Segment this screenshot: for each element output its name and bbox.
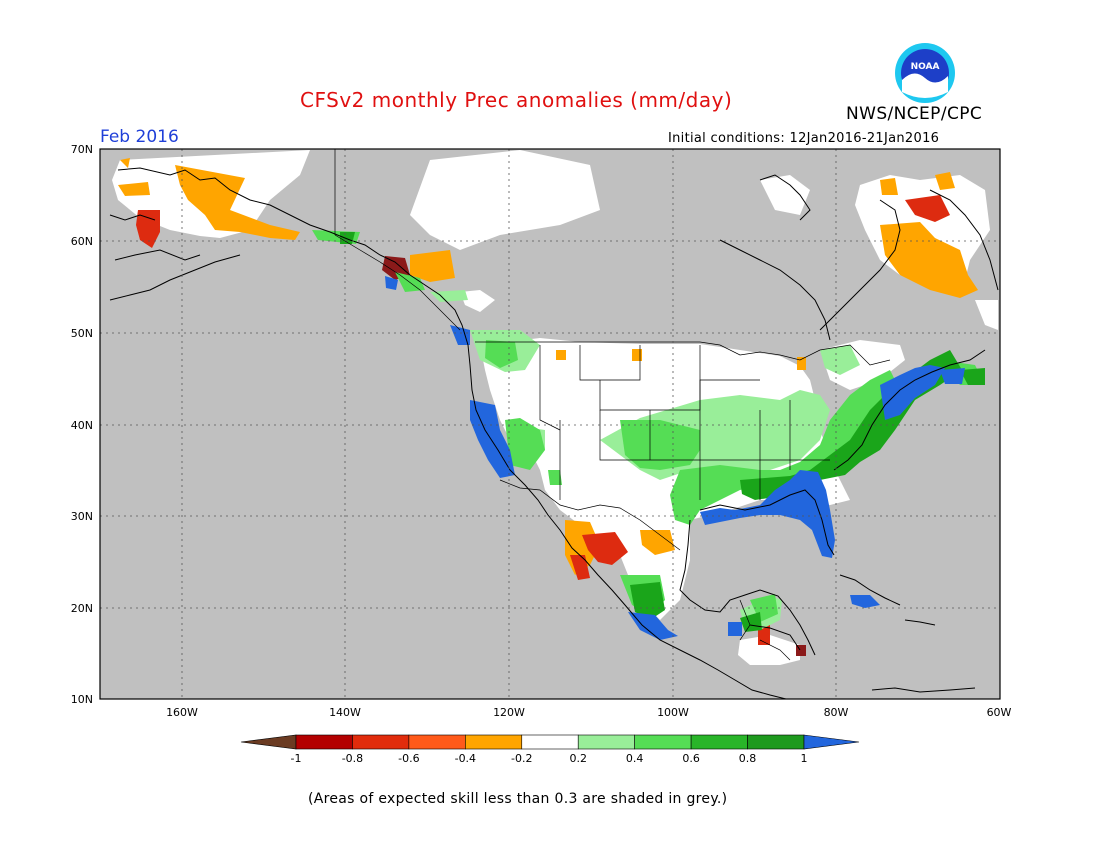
latitude-labels: 70N 60N 50N 40N 30N 20N 10N <box>71 143 93 706</box>
colorbar-label: 0.8 <box>739 752 757 765</box>
lat-label: 70N <box>71 143 93 156</box>
lon-label: 160W <box>166 706 198 719</box>
skill-footnote: (Areas of expected skill less than 0.3 a… <box>308 791 728 807</box>
graticule <box>100 149 1000 699</box>
colorbar-swatch <box>408 734 466 750</box>
wet-heavy-areas <box>385 276 965 640</box>
lat-label: 50N <box>71 327 93 340</box>
lat-label: 30N <box>71 510 93 523</box>
colorbar-low-arrow <box>240 734 297 750</box>
colorbar-swatch <box>634 734 692 750</box>
noaa-logo: NOAA <box>895 43 955 103</box>
lon-label: 60W <box>987 706 1012 719</box>
lon-label: 120W <box>493 706 525 719</box>
colorbar-swatch <box>690 734 748 750</box>
lat-label: 20N <box>71 602 93 615</box>
lon-label: 80W <box>824 706 849 719</box>
colorbar-label: -0.6 <box>398 752 419 765</box>
coastlines <box>109 167 999 699</box>
colorbar-label: -1 <box>291 752 302 765</box>
longitude-labels: 160W 140W 120W 100W 80W 60W <box>166 706 1011 719</box>
colorbar-label: 0.2 <box>569 752 587 765</box>
colorbar-label: -0.8 <box>342 752 363 765</box>
map-title: CFSv2 monthly Prec anomalies (mm/day) <box>300 88 733 112</box>
colorbar-swatch <box>295 734 353 750</box>
colorbar-high-arrow <box>803 734 860 750</box>
initial-conditions: Initial conditions: 12Jan2016-21Jan2016 <box>668 131 940 146</box>
colorbar-label: 0.6 <box>682 752 700 765</box>
colorbar-swatch <box>465 734 523 750</box>
lat-label: 40N <box>71 419 93 432</box>
colorbar-swatch <box>352 734 410 750</box>
colorbar-label: 0.4 <box>626 752 644 765</box>
colorbar-label: -0.4 <box>455 752 476 765</box>
colorbar-swatch <box>577 734 635 750</box>
lon-label: 100W <box>657 706 689 719</box>
forecast-month: Feb 2016 <box>100 127 179 147</box>
lat-label: 60N <box>71 235 93 248</box>
colorbar-swatch <box>747 734 805 750</box>
lon-label: 140W <box>329 706 361 719</box>
colorbar-label: -0.2 <box>511 752 532 765</box>
lat-label: 10N <box>71 693 93 706</box>
colorbar-label: 1 <box>801 752 808 765</box>
colorbar: -1 -0.8 -0.6 -0.4 -0.2 0.2 0.4 0.6 0.8 1 <box>240 734 860 765</box>
agency-label: NWS/NCEP/CPC <box>846 104 983 124</box>
colorbar-swatch <box>521 734 579 750</box>
map-frame <box>99 148 1001 700</box>
noaa-logo-text: NOAA <box>911 62 940 72</box>
